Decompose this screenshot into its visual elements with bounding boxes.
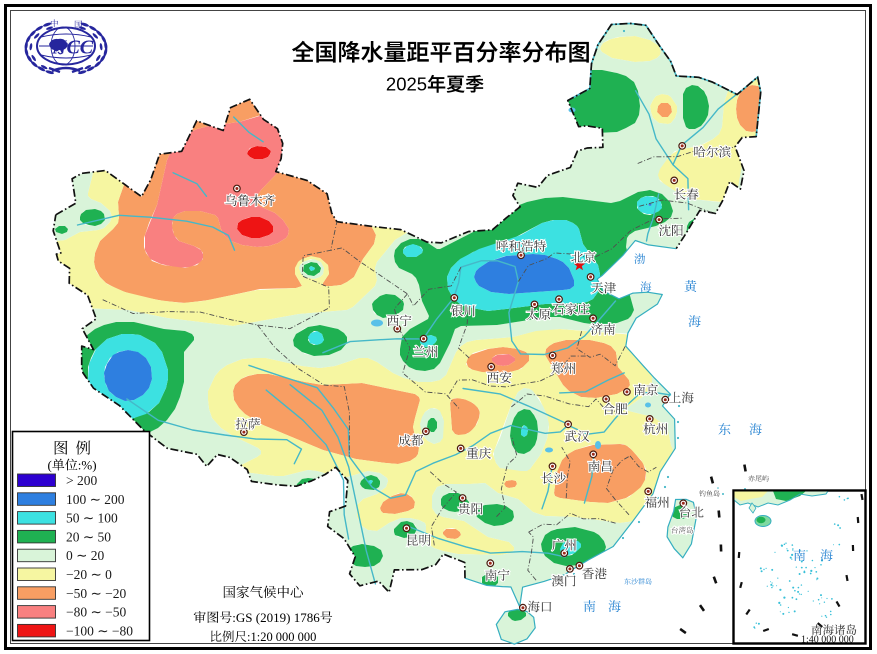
svg-text:NCC: NCC <box>51 37 94 59</box>
svg-text:1:40 000 000: 1:40 000 000 <box>801 635 854 646</box>
svg-text:(: ( <box>48 458 52 473</box>
svg-text:50 ∼ 100: 50 ∼ 100 <box>66 511 118 526</box>
svg-text::GS (2019) 1786: :GS (2019) 1786 <box>232 610 320 625</box>
svg-text::1:20 000 000: :1:20 000 000 <box>247 630 316 644</box>
svg-text:> 200: > 200 <box>66 473 97 488</box>
svg-text:2025: 2025 <box>386 74 427 95</box>
svg-text:−100 ∼ −80: −100 ∼ −80 <box>66 623 133 638</box>
svg-text:0 ∼ 20: 0 ∼ 20 <box>66 548 105 563</box>
svg-text:20 ∼ 50: 20 ∼ 50 <box>66 529 111 544</box>
svg-text:−80 ∼ −50: −80 ∼ −50 <box>66 605 127 620</box>
svg-text:−50 ∼ −20: −50 ∼ −20 <box>66 586 127 601</box>
svg-text::%): :%) <box>78 458 97 473</box>
svg-text:100 ∼ 200: 100 ∼ 200 <box>66 492 125 507</box>
svg-text:−20 ∼ 0: −20 ∼ 0 <box>66 567 112 582</box>
